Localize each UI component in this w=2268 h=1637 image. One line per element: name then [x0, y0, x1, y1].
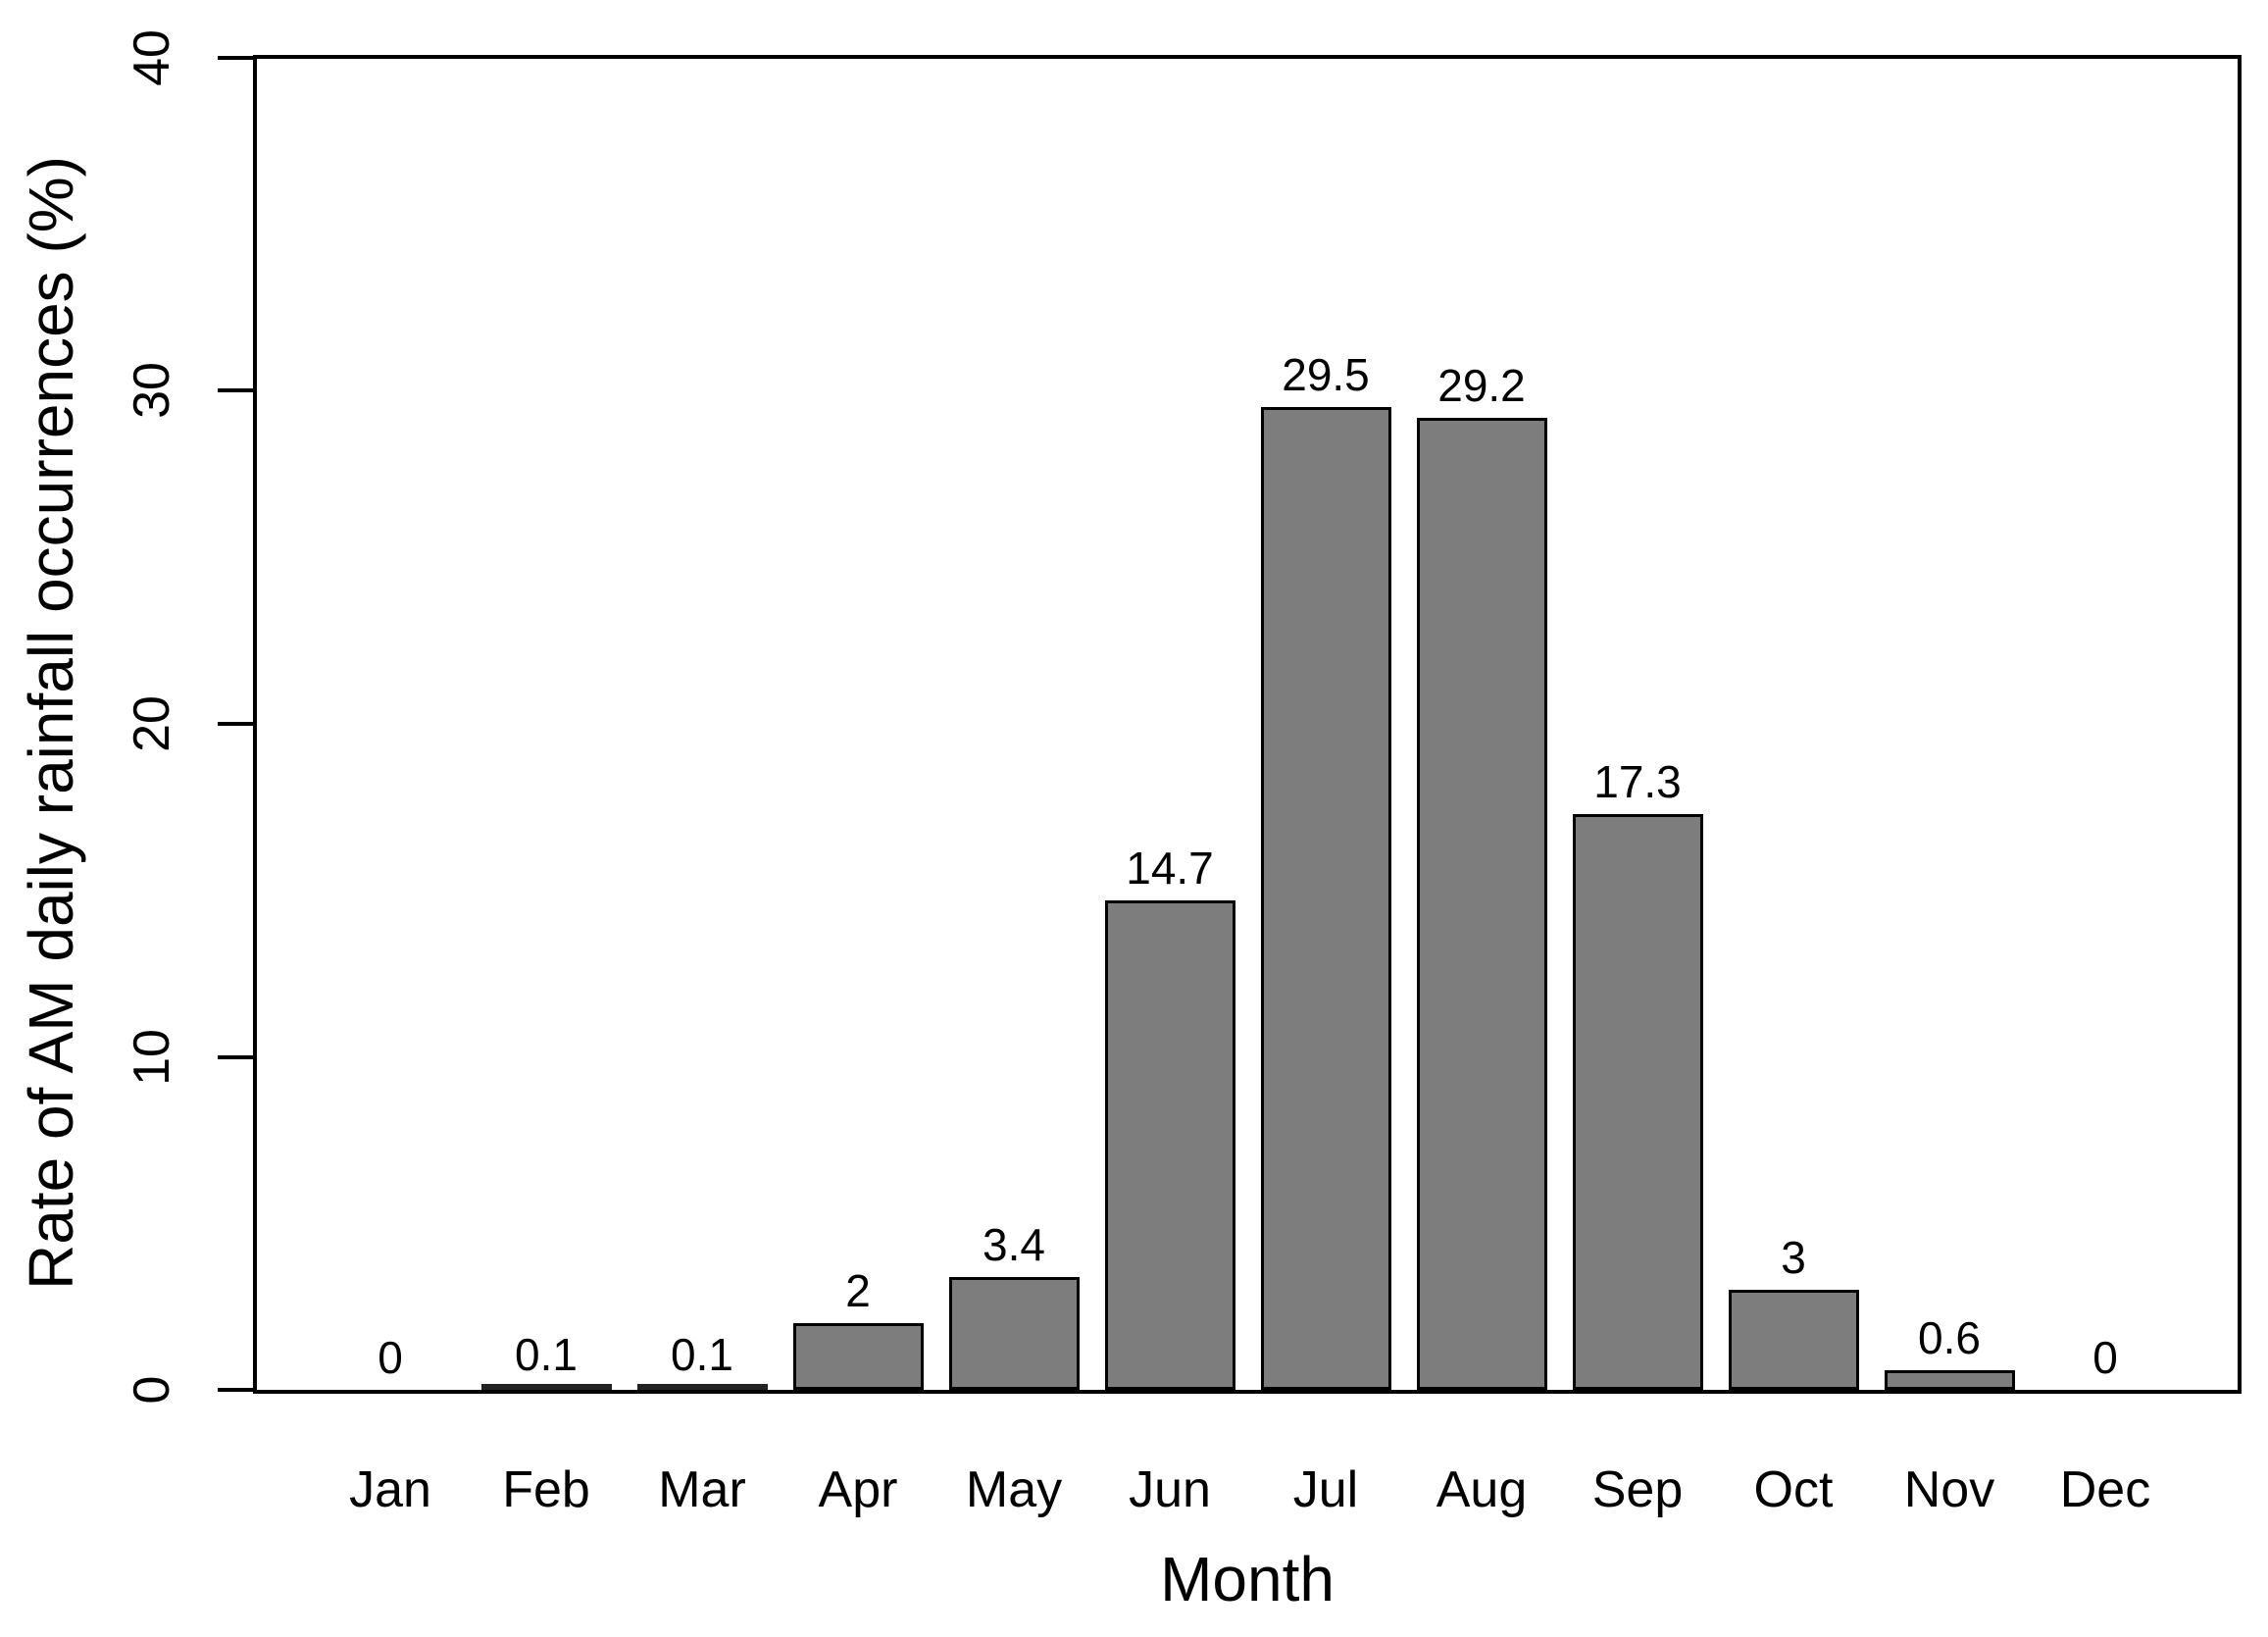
bar-feb	[481, 1384, 612, 1390]
bar-value-label-dec: 0	[2092, 1332, 2118, 1383]
bar-mar	[637, 1384, 768, 1390]
bar-apr	[793, 1323, 924, 1390]
y-axis-tick-0	[218, 1388, 253, 1392]
y-axis-tick-30	[218, 388, 253, 392]
x-tick-label-jul: Jul	[1292, 1461, 1359, 1518]
y-axis-tick-10	[218, 1055, 253, 1059]
x-tick-label-jun: Jun	[1129, 1461, 1211, 1518]
x-tick-label-may: May	[965, 1461, 1063, 1518]
y-axis-tick-40	[218, 56, 253, 60]
bar-value-label-jun: 14.7	[1126, 843, 1214, 894]
bar-jul	[1261, 407, 1391, 1390]
x-axis-title: Month	[1160, 1544, 1335, 1614]
bar-value-label-jan: 0	[378, 1332, 403, 1383]
bar-value-label-apr: 2	[845, 1265, 871, 1316]
x-tick-label-nov: Nov	[1903, 1461, 1995, 1518]
bar-value-label-feb: 0.1	[515, 1329, 578, 1380]
y-tick-label-0: 0	[124, 1375, 180, 1405]
bar-value-label-jul: 29.5	[1282, 349, 1370, 400]
bar-nov	[1885, 1370, 2015, 1390]
y-axis-tick-20	[218, 722, 253, 726]
bar-may	[949, 1277, 1080, 1390]
x-tick-label-aug: Aug	[1436, 1461, 1528, 1518]
x-tick-label-dec: Dec	[2059, 1461, 2151, 1518]
x-tick-label-oct: Oct	[1753, 1461, 1834, 1518]
bar-value-label-sep: 17.3	[1593, 756, 1682, 807]
bar-value-label-may: 3.4	[983, 1219, 1045, 1270]
x-tick-label-sep: Sep	[1591, 1461, 1684, 1518]
x-tick-label-mar: Mar	[658, 1461, 746, 1518]
y-tick-label-40: 40	[124, 29, 180, 86]
bar-sep	[1573, 814, 1703, 1390]
y-axis-title: Rate of AM daily rainfall occurrences (%…	[16, 156, 86, 1290]
y-tick-label-20: 20	[124, 695, 180, 752]
x-tick-label-apr: Apr	[818, 1461, 898, 1518]
y-tick-label-30: 30	[124, 362, 180, 419]
x-tick-label-feb: Feb	[502, 1461, 590, 1518]
bar-jun	[1105, 900, 1235, 1390]
bar-value-label-aug: 29.2	[1437, 360, 1526, 411]
bar-value-label-mar: 0.1	[671, 1329, 733, 1380]
x-tick-label-jan: Jan	[349, 1461, 431, 1518]
bar-aug	[1417, 418, 1547, 1390]
bar-oct	[1729, 1290, 1859, 1390]
bar-value-label-oct: 3	[1781, 1232, 1806, 1283]
plot-area	[253, 55, 2242, 1394]
bar-value-label-nov: 0.6	[1918, 1312, 1981, 1363]
y-tick-label-10: 10	[124, 1029, 180, 1086]
